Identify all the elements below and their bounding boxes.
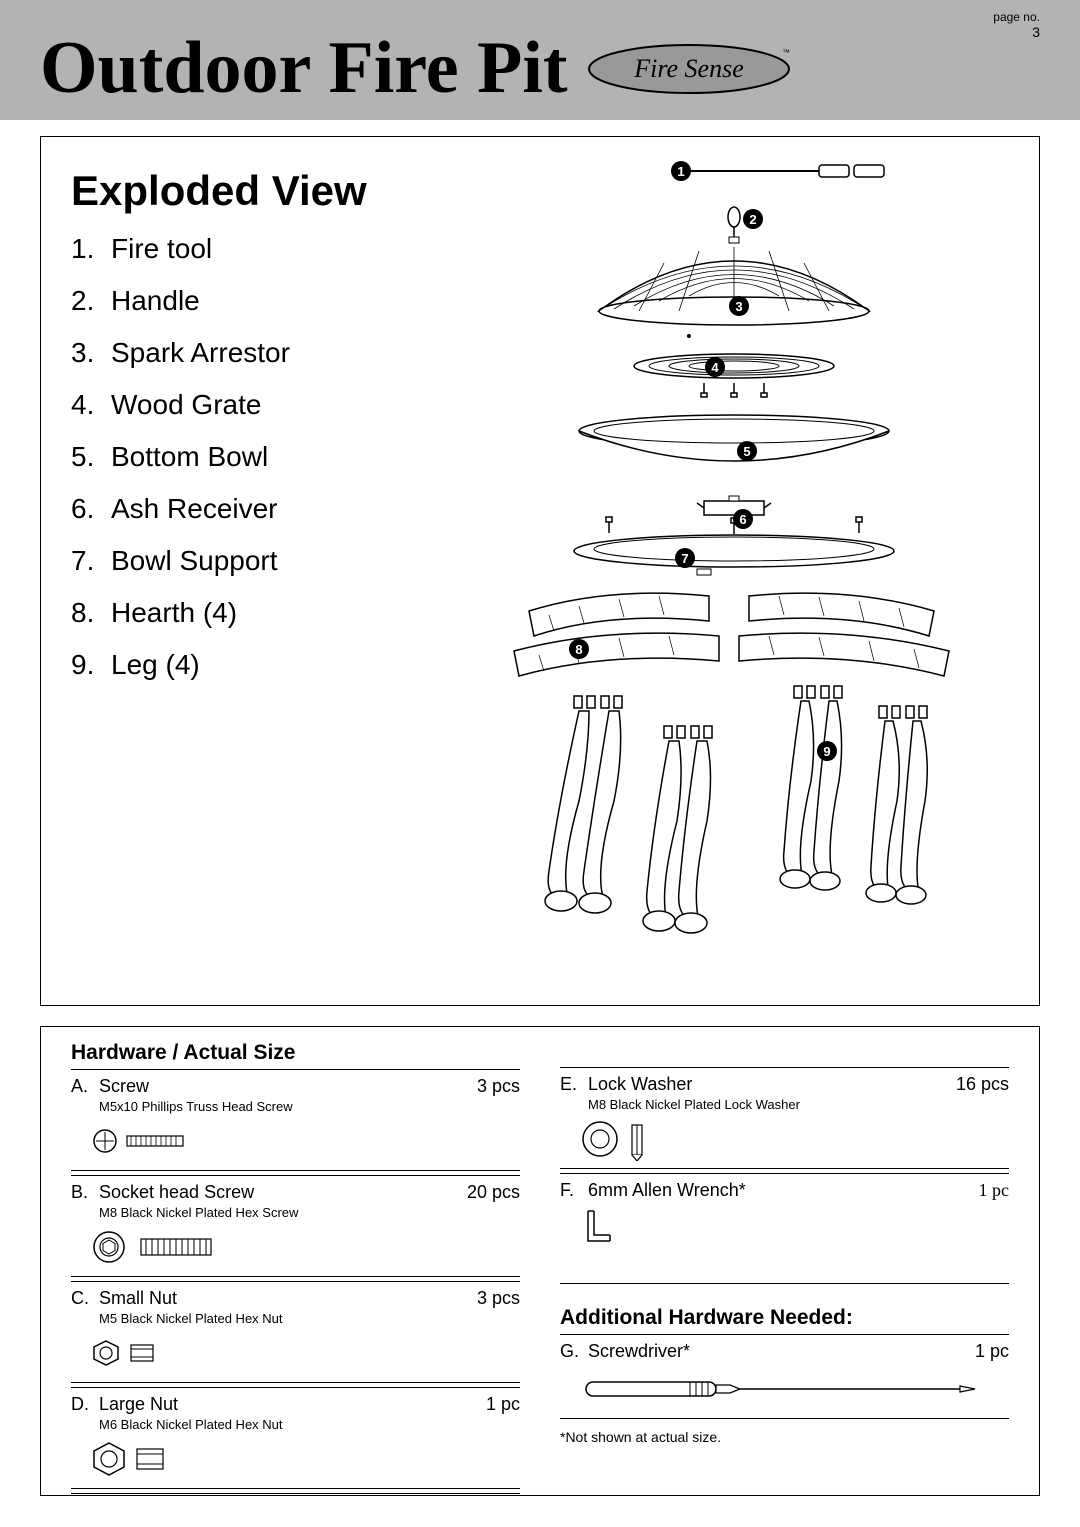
hardware-item: D.Large Nut 1 pc M6 Black Nickel Plated … <box>71 1387 520 1489</box>
page-title: Outdoor Fire Pit <box>40 26 568 111</box>
lock-washer-icon <box>580 1118 1009 1160</box>
exploded-diagram: 1 2 3 4 5 6 7 8 9 <box>479 151 1019 991</box>
callout-1: 1 <box>671 161 691 181</box>
hardware-item: A.Screw 3 pcs M5x10 Phillips Truss Head … <box>71 1069 520 1171</box>
page-number-label: page no. <box>993 10 1040 24</box>
hardware-panel: Hardware / Actual Size A.Screw 3 pcs M5x… <box>40 1026 1040 1496</box>
hardware-left-column: Hardware / Actual Size A.Screw 3 pcs M5x… <box>71 1041 540 1481</box>
callout-8: 8 <box>569 639 589 659</box>
bowl-support-icon <box>574 517 894 575</box>
additional-hardware-heading: Additional Hardware Needed: <box>560 1306 1009 1330</box>
spark-arrestor-icon <box>599 247 869 338</box>
callout-4: 4 <box>705 357 725 377</box>
page-number: 3 <box>1032 24 1040 40</box>
hardware-item: C.Small Nut 3 pcs M5 Black Nickel Plated… <box>71 1281 520 1383</box>
hardware-item: E.Lock Washer 16 pcs M8 Black Nickel Pla… <box>560 1067 1009 1169</box>
hardware-item: B.Socket head Screw 20 pcs M8 Black Nick… <box>71 1175 520 1277</box>
brand-logo: Fire Sense ™ <box>584 41 794 97</box>
small-nut-icon <box>91 1332 520 1374</box>
hardware-heading: Hardware / Actual Size <box>71 1041 520 1065</box>
footnote: *Not shown at actual size. <box>560 1429 1009 1445</box>
callout-9: 9 <box>817 741 837 761</box>
screw-icon <box>91 1120 520 1162</box>
large-nut-icon <box>91 1438 520 1480</box>
exploded-view-panel: Exploded View 1.Fire tool 2.Handle 3.Spa… <box>40 136 1040 1006</box>
callout-5: 5 <box>737 441 757 461</box>
wood-grate-icon <box>634 354 834 397</box>
fire-tool-icon <box>679 165 884 177</box>
callout-3: 3 <box>729 296 749 316</box>
hardware-right-column: E.Lock Washer 16 pcs M8 Black Nickel Pla… <box>540 1041 1009 1481</box>
svg-text:™: ™ <box>782 48 790 57</box>
socket-screw-icon <box>91 1226 520 1268</box>
header-bar: page no. 3 Outdoor Fire Pit Fire Sense ™ <box>0 0 1080 120</box>
hearth-icon <box>514 593 949 676</box>
callout-2: 2 <box>743 209 763 229</box>
allen-wrench-icon <box>580 1207 1009 1249</box>
brand-text: Fire Sense <box>633 54 744 83</box>
hardware-item: G.Screwdriver* 1 pc <box>560 1334 1009 1419</box>
screwdriver-icon <box>580 1368 1009 1410</box>
callout-6: 6 <box>733 509 753 529</box>
legs-icon <box>545 686 927 933</box>
callout-7: 7 <box>675 548 695 568</box>
hardware-item: F.6mm Allen Wrench* 1 pc <box>560 1173 1009 1284</box>
bottom-bowl-icon <box>579 415 889 461</box>
handle-icon <box>728 207 740 243</box>
